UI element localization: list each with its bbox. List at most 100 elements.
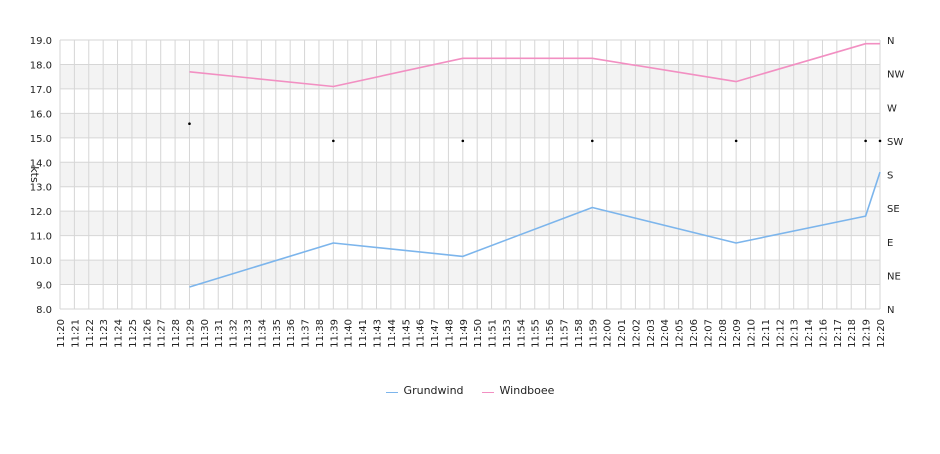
x-tick-label: 11:31 — [214, 319, 225, 348]
x-tick-label: 11:54 — [516, 319, 527, 348]
direction-marker — [864, 139, 867, 143]
x-tick-label: 12:05 — [675, 319, 686, 348]
y-tick-label: 18.0 — [30, 60, 52, 71]
legend-label-grundwind: Grundwind — [403, 384, 464, 397]
x-tick-label: 12:08 — [718, 319, 729, 348]
x-tick-label: 12:17 — [833, 319, 844, 348]
series-line-grundwind — [189, 171, 881, 288]
x-tick-label: 11:36 — [286, 319, 297, 348]
x-tick-label: 11:37 — [301, 319, 312, 348]
y-tick-label: 9.0 — [36, 281, 52, 292]
x-tick-label: 11:23 — [99, 319, 110, 348]
x-tick-label: 11:26 — [142, 319, 153, 348]
x-tick-label: 12:09 — [732, 319, 743, 348]
y-tick-label: 12.0 — [30, 207, 52, 218]
y-tick-label: 8.0 — [36, 305, 52, 316]
x-tick-label: 11:27 — [157, 319, 168, 348]
y2-tick-label: S — [887, 171, 893, 182]
x-tick-label: 11:59 — [588, 319, 599, 348]
y-tick-label: 10.0 — [30, 256, 52, 267]
x-tick-label: 12:18 — [847, 319, 858, 348]
plot-band — [60, 64, 880, 89]
x-tick-label: 12:02 — [631, 319, 642, 348]
plot-band — [60, 260, 880, 285]
direction-marker — [461, 139, 465, 143]
x-tick-label: 11:41 — [358, 319, 369, 348]
x-tick-label: 12:19 — [862, 319, 873, 348]
x-tick-label: 11:55 — [531, 319, 542, 348]
y2-tick-label: NW — [887, 70, 904, 81]
y-tick-label: 19.0 — [30, 36, 52, 47]
x-tick-label: 11:30 — [200, 319, 211, 348]
x-tick-label: 11:44 — [387, 319, 398, 348]
x-tick-label: 11:25 — [128, 319, 139, 348]
x-tick-label: 11:35 — [272, 319, 283, 348]
x-tick-label: 11:57 — [560, 319, 571, 348]
x-tick-label: 11:48 — [444, 319, 455, 348]
y-tick-label: 15.0 — [30, 134, 52, 145]
direction-marker — [734, 139, 738, 143]
legend-swatch-grundwind — [385, 391, 398, 393]
legend-swatch-windboee — [481, 391, 494, 393]
x-tick-label: 12:07 — [703, 319, 714, 348]
direction-marker — [188, 122, 191, 125]
x-tick-label: 11:34 — [257, 319, 268, 348]
y2-tick-label: N — [887, 36, 894, 47]
x-tick-label: 11:21 — [70, 319, 81, 348]
x-tick-label: 11:45 — [401, 319, 412, 348]
x-tick-label: 12:20 — [876, 319, 887, 348]
x-tick-label: 11:50 — [473, 319, 484, 348]
x-tick-label: 11:46 — [416, 319, 427, 348]
x-tick-label: 12:14 — [804, 319, 815, 348]
y-tick-label: 17.0 — [30, 85, 52, 96]
x-tick-label: 12:16 — [818, 319, 829, 348]
x-tick-label: 11:40 — [344, 319, 355, 348]
x-tick-label: 11:33 — [243, 319, 254, 348]
legend-item-windboee[interactable]: Windboee — [481, 384, 555, 397]
x-tick-label: 11:43 — [372, 319, 383, 348]
x-tick-label: 11:28 — [171, 319, 182, 348]
x-tick-label: 12:12 — [775, 319, 786, 348]
x-tick-label: 11:53 — [502, 319, 513, 348]
x-tick-label: 12:03 — [646, 319, 657, 348]
y2-tick-label: N — [887, 305, 894, 316]
x-tick-label: 11:51 — [488, 319, 499, 348]
x-tick-label: 11:39 — [329, 319, 340, 348]
series-line-windboee — [189, 42, 880, 88]
x-tick-label: 12:06 — [689, 319, 700, 348]
x-tick-label: 12:00 — [603, 319, 614, 348]
direction-marker — [332, 139, 335, 143]
x-tick-label: 11:47 — [430, 319, 441, 348]
legend-item-grundwind[interactable]: Grundwind — [385, 384, 464, 397]
legend: Grundwind Windboee — [0, 384, 940, 397]
x-tick-label: 11:29 — [185, 319, 196, 348]
x-tick-label: 11:32 — [229, 319, 240, 348]
plot-band — [60, 162, 880, 187]
y2-tick-label: W — [887, 103, 897, 114]
x-tick-label: 12:11 — [761, 319, 772, 348]
y-tick-label: 16.0 — [30, 109, 52, 120]
x-tick-label: 12:04 — [660, 319, 671, 348]
y-tick-label: 13.0 — [30, 183, 52, 194]
y2-tick-label: SE — [887, 204, 900, 215]
x-tick-label: 11:20 — [56, 319, 67, 348]
plot-band — [60, 113, 880, 138]
x-tick-label: 11:49 — [459, 319, 470, 348]
plot-band — [60, 211, 880, 236]
direction-marker — [590, 139, 594, 143]
y2-tick-label: SW — [887, 137, 903, 148]
x-tick-label: 12:01 — [617, 319, 628, 348]
y2-tick-label: NE — [887, 271, 901, 282]
x-tick-label: 11:38 — [315, 319, 326, 348]
y-axis-title: kts — [28, 166, 41, 183]
y-tick-label: 11.0 — [30, 232, 52, 243]
x-tick-label: 12:13 — [790, 319, 801, 348]
y2-tick-label: E — [887, 238, 893, 249]
y-tick-label: 14.0 — [30, 158, 52, 169]
legend-label-windboee: Windboee — [499, 384, 555, 397]
x-tick-label: 11:56 — [545, 319, 556, 348]
direction-marker — [878, 139, 882, 143]
x-tick-label: 11:22 — [85, 319, 96, 348]
